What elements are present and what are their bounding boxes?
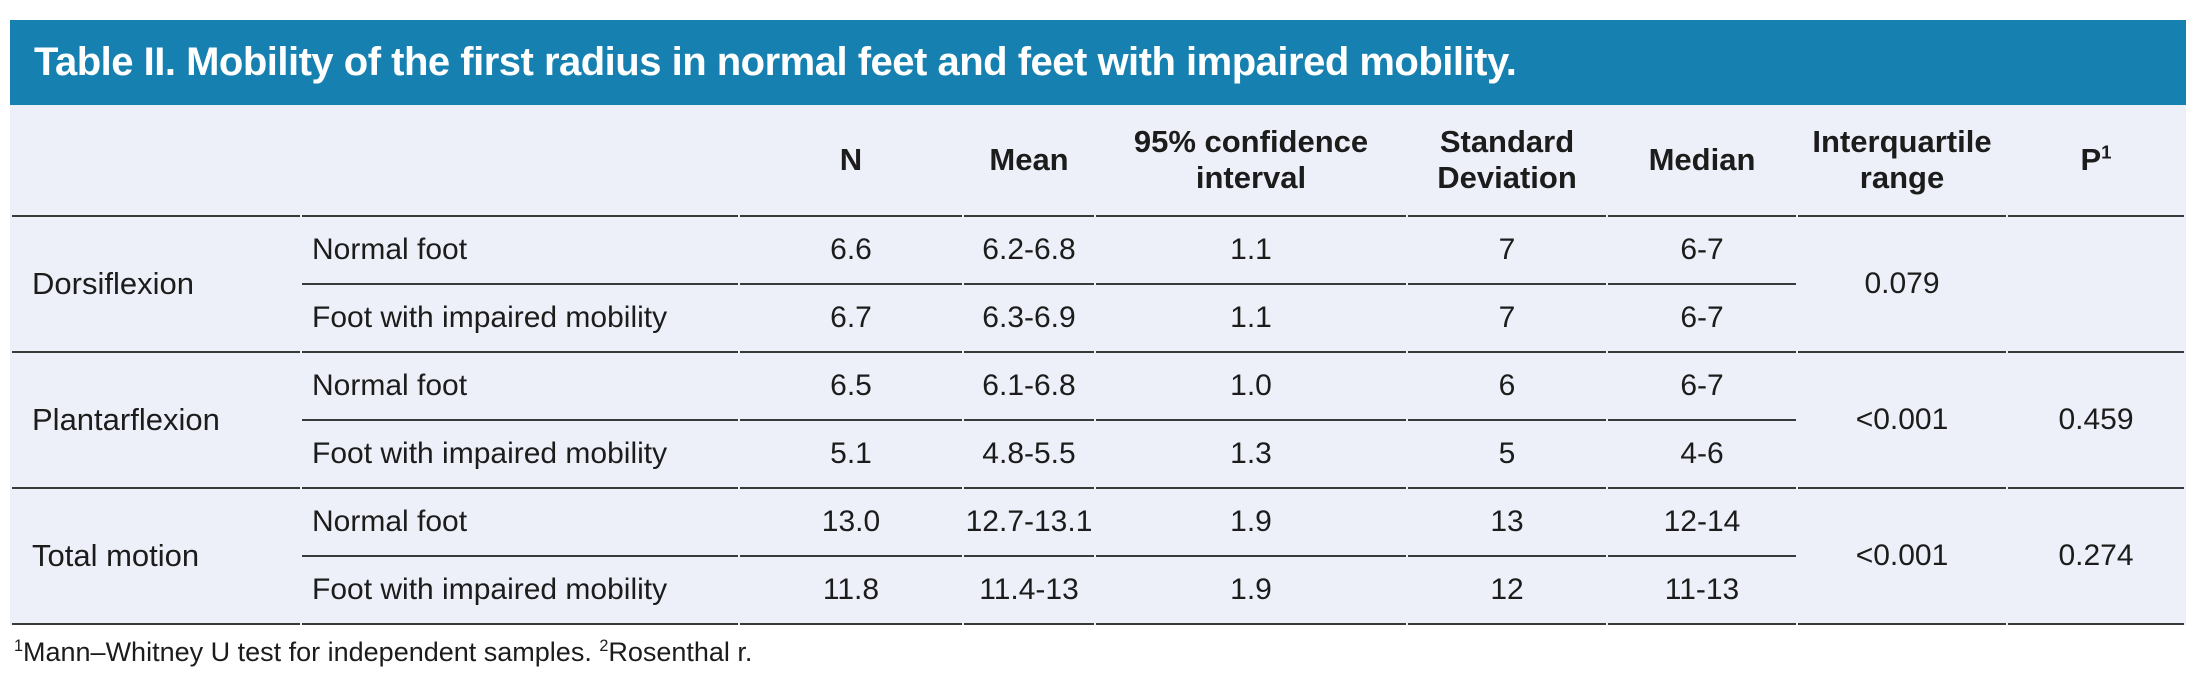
cell-condition: Normal foot [302,353,738,421]
data-table: N Mean 95% confidence interval Standard … [10,105,2186,625]
cell-condition: Foot with impaired mobility [302,557,738,625]
table-title: Table II. Mobility of the first radius i… [34,40,1517,84]
cell-iqr: <0.001 [1798,353,2006,489]
header-mean: Mean [964,105,1094,217]
table-figure: Table II. Mobility of the first radius i… [10,20,2186,668]
cell-sd: 6 [1408,353,1606,421]
cell-sd: 7 [1408,285,1606,353]
cell-ci: 1.0 [1096,353,1406,421]
footnote-superscript-2: 2 [599,637,609,655]
cell-mean: 12.7-13.1 [964,489,1094,557]
cell-median: 6-7 [1608,353,1796,421]
cell-ci: 1.9 [1096,557,1406,625]
cell-median: 6-7 [1608,285,1796,353]
header-p: P1 [2008,105,2184,217]
header-p-superscript: 1 [2101,141,2112,163]
cell-mean: 6.3-6.9 [964,285,1094,353]
cell-mean: 6.2-6.8 [964,217,1094,285]
cell-sd: 7 [1408,217,1606,285]
cell-sd: 12 [1408,557,1606,625]
header-median: Median [1608,105,1796,217]
cell-group-label: Plantarflexion [12,353,300,489]
cell-n: 11.8 [740,557,962,625]
table-row: Total motion Normal foot 13.0 12.7-13.1 … [12,489,2184,625]
cell-mean: 11.4-13 [964,557,1094,625]
footnote-text-2: Rosenthal r. [608,637,753,667]
table-row: Plantarflexion Normal foot 6.5 6.1-6.8 1… [12,353,2184,489]
cell-ci: 1.9 [1096,489,1406,557]
cell-condition: Foot with impaired mobility [302,421,738,489]
header-ci: 95% confidence interval [1096,105,1406,217]
header-p-label: P [2080,142,2102,178]
table-title-bar: Table II. Mobility of the first radius i… [10,20,2186,105]
cell-p: 0.274 [2008,489,2184,625]
cell-mean: 6.1-6.8 [964,353,1094,421]
cell-n: 6.6 [740,217,962,285]
cell-ci: 1.1 [1096,217,1406,285]
cell-n: 6.5 [740,353,962,421]
cell-condition: Normal foot [302,217,738,285]
cell-median: 12-14 [1608,489,1796,557]
footnote-superscript-1: 1 [14,637,24,655]
header-spacer-condition [302,105,738,217]
cell-condition: Foot with impaired mobility [302,285,738,353]
cell-condition: Normal foot [302,489,738,557]
cell-iqr: 0.079 [1798,217,2006,353]
cell-mean: 4.8-5.5 [964,421,1094,489]
header-sd: Standard Deviation [1408,105,1606,217]
cell-p [2008,217,2184,353]
cell-iqr: <0.001 [1798,489,2006,625]
table-footnote: 1Mann–Whitney U test for independent sam… [10,637,2186,668]
table-row: Foot with impaired mobility 11.8 11.4-13… [12,557,2184,625]
cell-p: 0.459 [2008,353,2184,489]
footnote-text-1: Mann–Whitney U test for independent samp… [23,637,600,667]
cell-n: 5.1 [740,421,962,489]
cell-group-label: Total motion [12,489,300,625]
table-row: Foot with impaired mobility 5.1 4.8-5.5 … [12,421,2184,489]
cell-ci: 1.1 [1096,285,1406,353]
cell-n: 13.0 [740,489,962,557]
cell-sd: 5 [1408,421,1606,489]
cell-n: 6.7 [740,285,962,353]
header-spacer-group [12,105,300,217]
cell-median: 6-7 [1608,217,1796,285]
header-row: N Mean 95% confidence interval Standard … [12,105,2184,217]
cell-sd: 13 [1408,489,1606,557]
header-n: N [740,105,962,217]
cell-median: 11-13 [1608,557,1796,625]
cell-median: 4-6 [1608,421,1796,489]
table-row: Dorsiflexion Normal foot 6.6 6.2-6.8 1.1… [12,217,2184,353]
cell-group-label: Dorsiflexion [12,217,300,353]
header-iqr: Interquartile range [1798,105,2006,217]
table-row: Foot with impaired mobility 6.7 6.3-6.9 … [12,285,2184,353]
cell-ci: 1.3 [1096,421,1406,489]
